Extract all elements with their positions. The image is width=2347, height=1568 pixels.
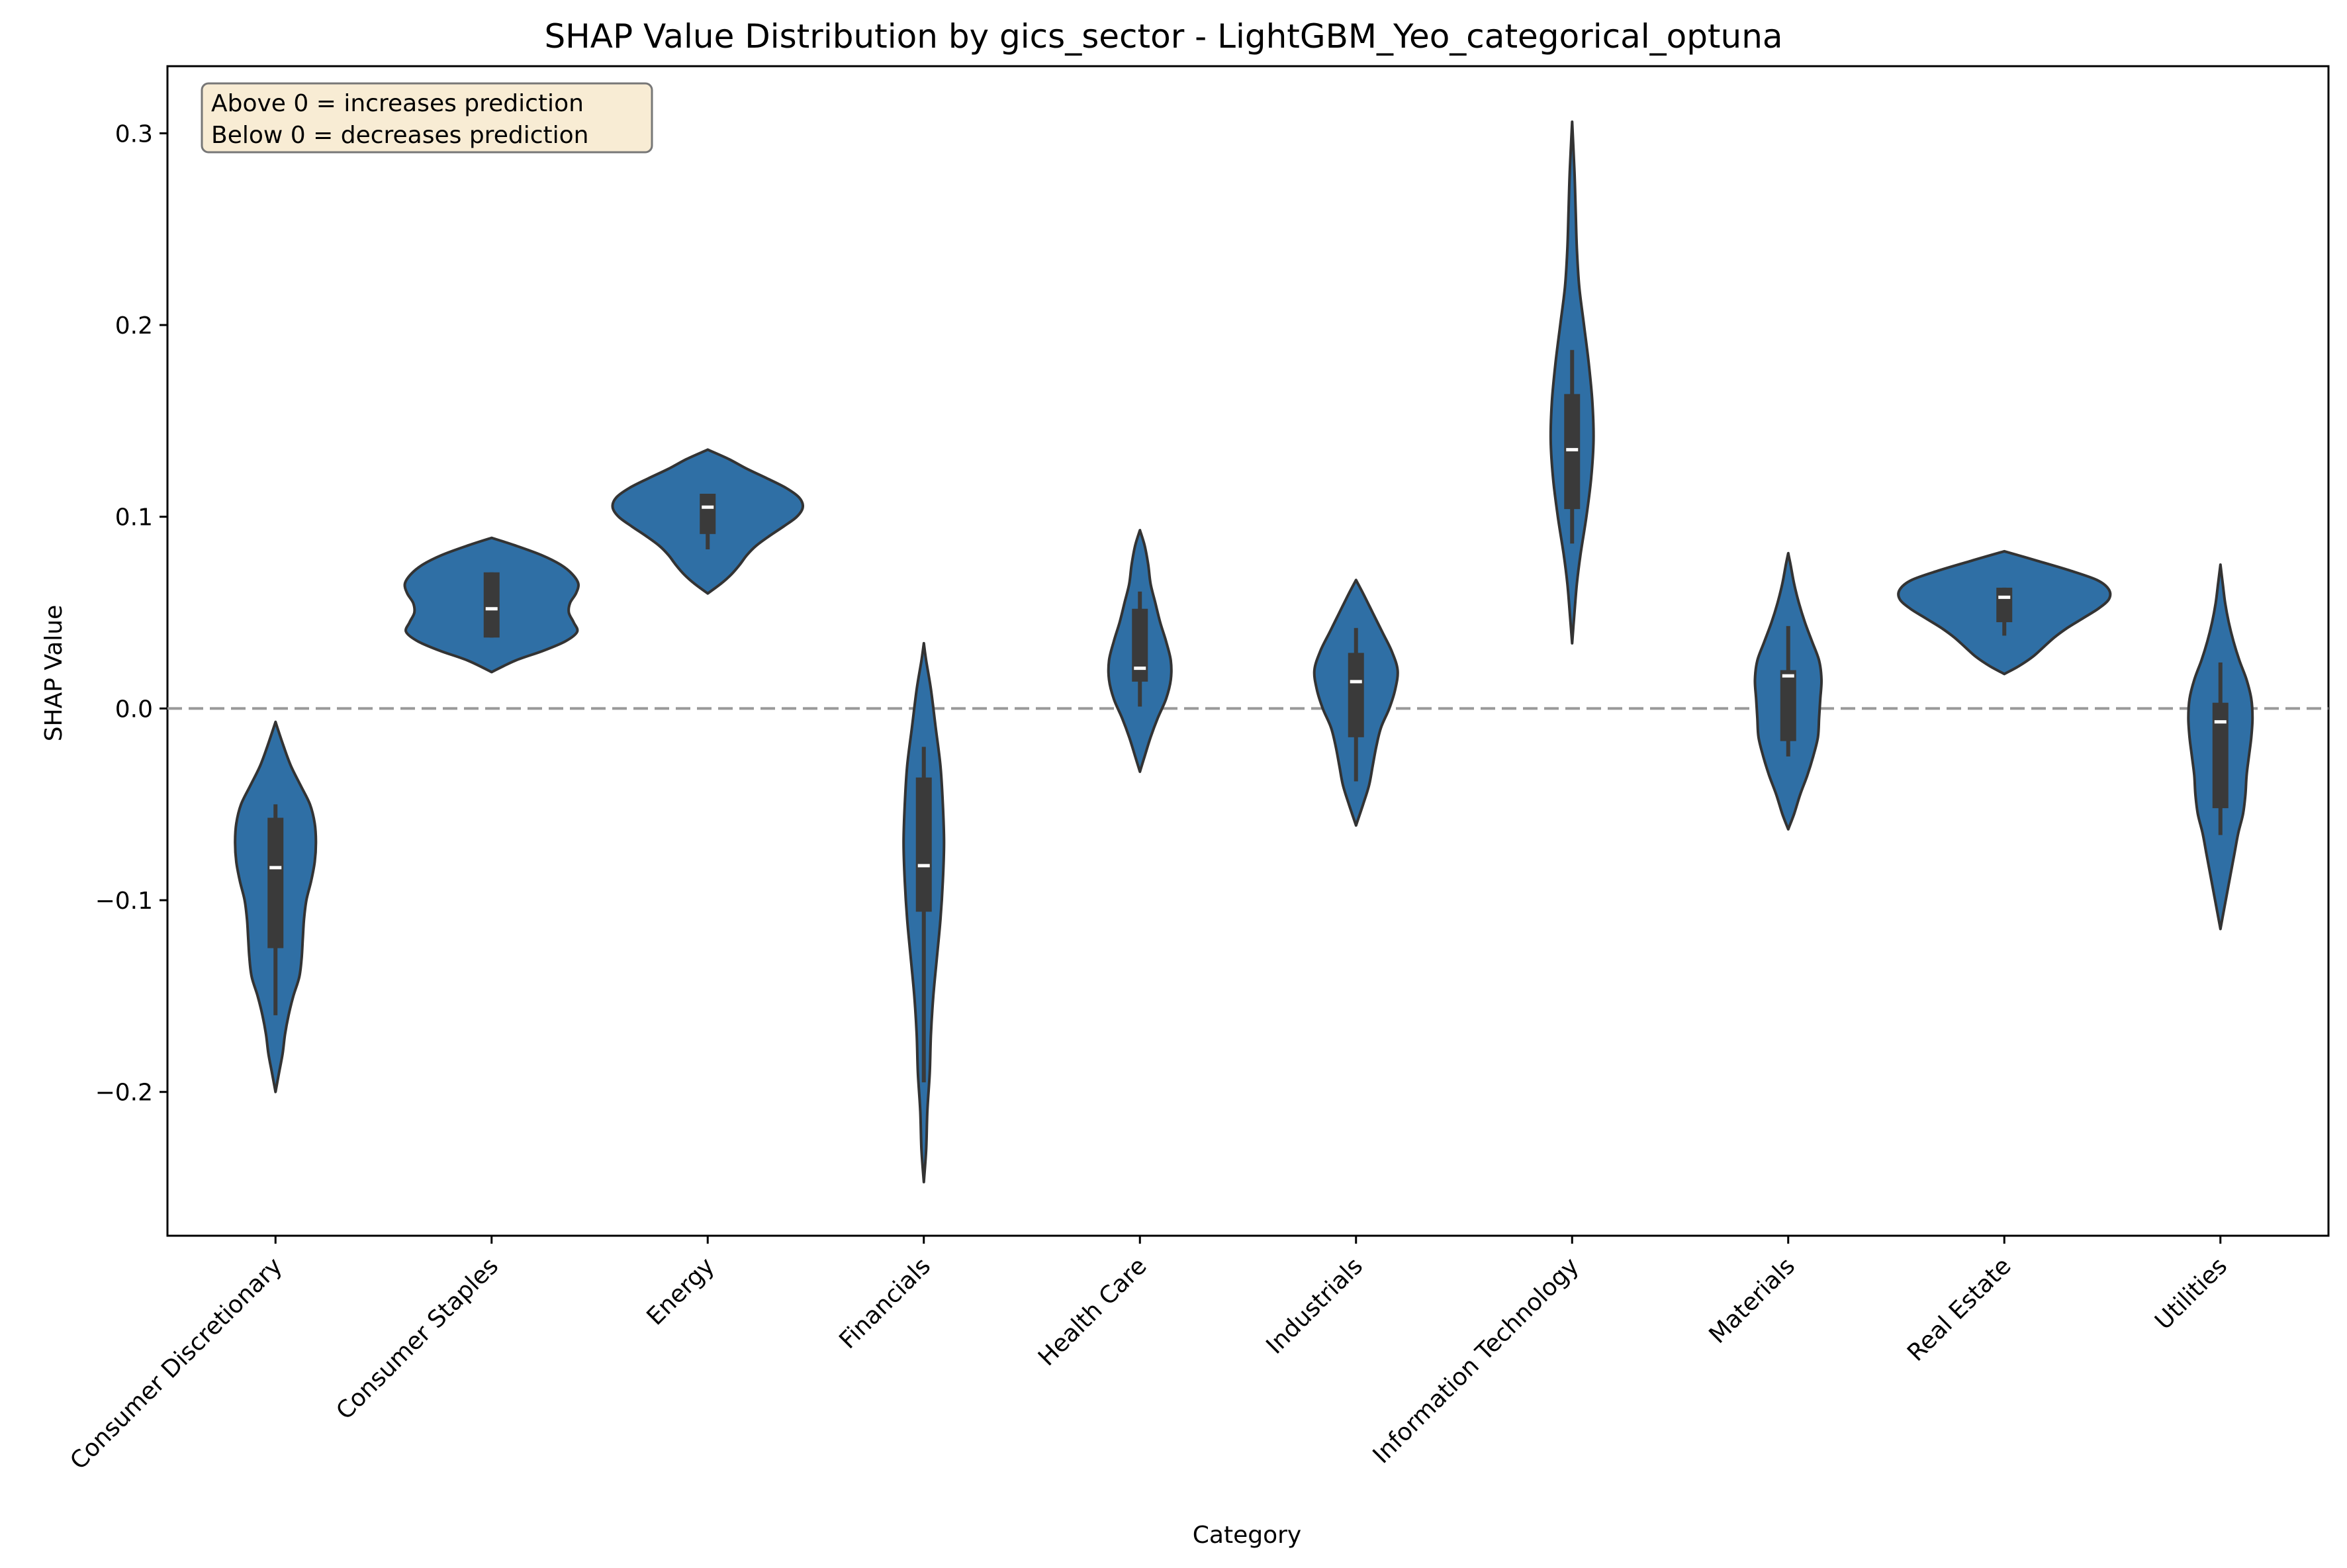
x-tick-label: Information Technology (1368, 1252, 1585, 1469)
x-tick-label: Real Estate (1902, 1252, 2017, 1367)
violin-iqr-box (1996, 587, 2013, 623)
annotation-text: Above 0 = increases prediction (211, 90, 584, 117)
y-tick-label: −0.2 (95, 1080, 153, 1107)
x-axis-label: Category (1193, 1522, 1301, 1549)
x-tick-label: Consumer Staples (331, 1252, 504, 1425)
annotation-text: Below 0 = decreases prediction (211, 122, 588, 149)
y-tick-label: −0.1 (95, 888, 153, 915)
plot-area: −0.2 −0.1 0.0 0.1 0.2 0.3 Consumer Discretiona… (65, 65, 2330, 1475)
violin-iqr-box (915, 777, 932, 912)
violin-iqr-box (700, 493, 716, 534)
y-tick-label: 0.3 (115, 120, 153, 148)
y-tick-label: 0.0 (115, 696, 153, 723)
y-axis-label: SHAP Value (40, 605, 68, 742)
chart-title: SHAP Value Distribution by gics_sector -… (544, 17, 1782, 56)
violin-iqr-box (483, 572, 500, 638)
x-tick-label: Utilities (2150, 1252, 2232, 1335)
annotation-box (201, 82, 653, 154)
x-tick-label: Energy (641, 1252, 719, 1330)
y-tick-label: 0.1 (115, 504, 153, 531)
y-tick-label: 0.2 (115, 312, 153, 340)
x-tick-label: Health Care (1033, 1252, 1152, 1371)
x-tick-label: Consumer Discretionary (65, 1252, 287, 1475)
violin-iqr-box (1132, 608, 1148, 682)
x-tick-label: Financials (834, 1252, 936, 1354)
violin-iqr-box (267, 817, 284, 948)
plot-frame (166, 65, 2330, 1237)
x-tick-label: Materials (1704, 1252, 1800, 1349)
violin-iqr-box (1780, 670, 1796, 741)
violin-iqr-box (1348, 653, 1364, 737)
violin-iqr-box (2212, 702, 2229, 809)
x-tick-label: Industrials (1261, 1252, 1368, 1360)
violin-iqr-box (1564, 394, 1581, 510)
